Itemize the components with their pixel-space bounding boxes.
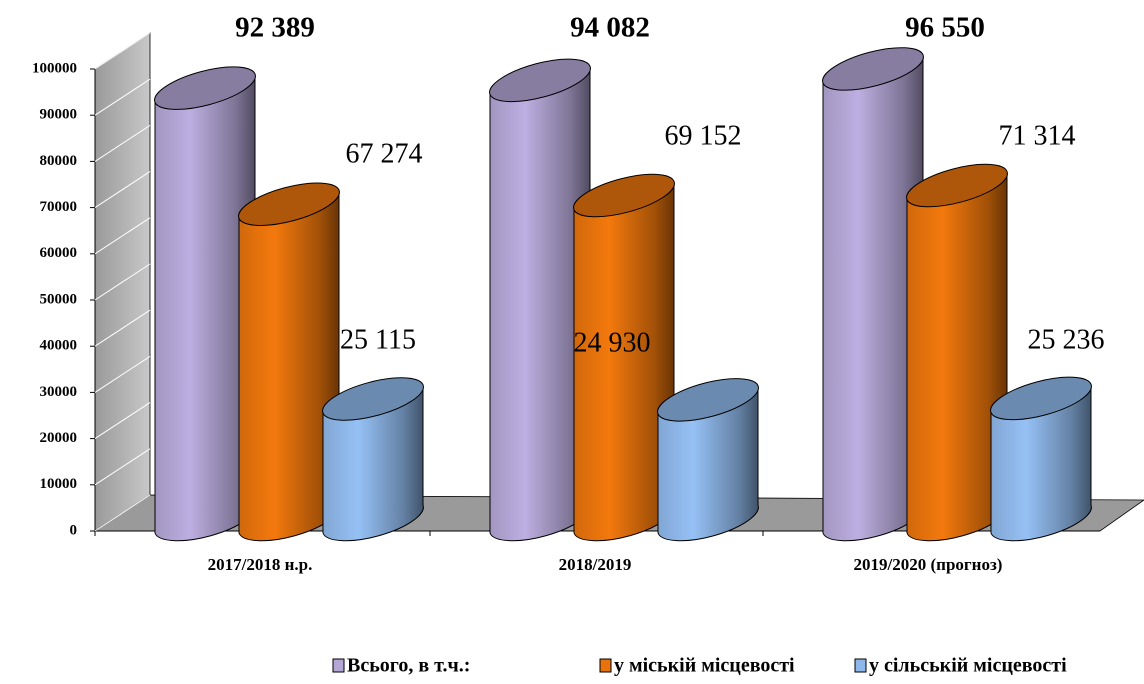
bar-top [906,163,1008,208]
bar-top [238,182,340,226]
legend-label: Всього, в т.ч.: [347,655,470,677]
data-label: 92 389 [235,12,315,44]
data-label: 71 314 [999,120,1076,151]
y-tick-label: 60000 [40,245,78,261]
y-tick-label: 80000 [40,153,78,169]
grid-line [94,494,151,532]
y-tick-label: 100000 [32,60,77,76]
grid-line [94,124,151,162]
legend-swatch [599,658,612,673]
data-label: 25 115 [340,324,416,355]
data-label: 94 082 [570,12,650,44]
bar-top [822,47,924,91]
bar-top [322,377,424,421]
y-tick-label: 30000 [40,384,78,400]
bar [990,383,1092,542]
legend-label: у міській місцевості [614,655,795,677]
bar-top [154,66,256,110]
bar-top [657,378,759,422]
y-tick-label: 70000 [40,199,78,215]
grid-line [94,309,151,347]
y-tick-label: 20000 [40,430,78,446]
y-tick-label: 40000 [40,338,78,354]
y-tick-label: 50000 [40,291,78,307]
x-tick-label: 2017/2018 н.р. [208,555,313,574]
grid-line [94,217,151,255]
data-label: 24 930 [574,327,651,358]
grid-line [94,171,151,209]
grid-line [94,32,151,70]
bar [322,384,424,542]
grid-line [94,402,151,440]
legend-swatch [332,658,345,673]
grid-line [94,448,151,486]
bar-top [489,58,591,103]
legend-swatch [854,658,867,673]
bar [657,385,759,542]
y-tick-label: 0 [70,522,78,538]
legend-label: у сільській місцевості [869,655,1067,677]
data-label: 67 274 [346,138,423,169]
grid-line [94,78,151,116]
grid-line [94,263,151,301]
data-label: 69 152 [665,120,742,151]
bar-top [990,376,1092,421]
y-tick-label: 90000 [40,107,78,123]
y-tick-label: 10000 [40,476,78,492]
grid-line [94,355,151,393]
x-tick-label: 2019/2020 (прогноз) [854,555,1003,574]
data-label: 25 236 [1028,324,1105,355]
data-label: 96 550 [905,12,985,44]
x-tick-label: 2018/2019 [559,555,632,574]
bar-top [573,173,675,218]
